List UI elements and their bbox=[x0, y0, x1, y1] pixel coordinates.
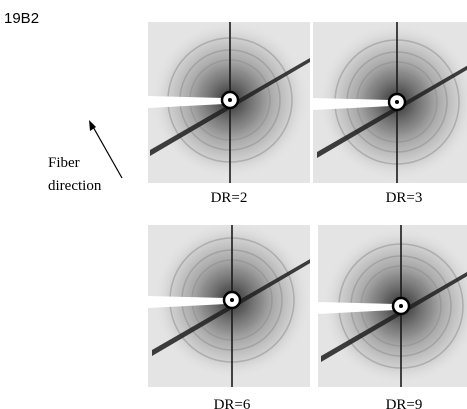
panel-caption: DR=9 bbox=[386, 397, 423, 409]
center-dot bbox=[230, 298, 234, 302]
figure: 19B2 Fiber direction DR=2 DR=3 DR=6 DR=9 bbox=[0, 0, 467, 409]
pattern bbox=[313, 22, 467, 183]
pattern bbox=[318, 225, 467, 387]
annotation-line: direction bbox=[48, 178, 102, 194]
diffraction-panel: DR=9 bbox=[318, 225, 467, 409]
diffraction-panel: DR=2 bbox=[148, 20, 310, 206]
figure-label: 19B2 bbox=[4, 10, 39, 27]
center-dot bbox=[395, 100, 399, 104]
center-dot bbox=[228, 98, 232, 102]
panel-caption: DR=2 bbox=[211, 190, 248, 206]
panel-caption: DR=3 bbox=[386, 190, 423, 206]
diffraction-panel: DR=6 bbox=[148, 220, 312, 409]
diffraction-panel: DR=3 bbox=[313, 22, 467, 206]
arrow-shaft bbox=[92, 125, 122, 178]
annotation-line: Fiber bbox=[48, 155, 80, 171]
pattern bbox=[148, 220, 312, 387]
pattern bbox=[148, 20, 310, 183]
center-dot bbox=[399, 304, 403, 308]
panel-caption: DR=6 bbox=[214, 397, 251, 409]
panels: DR=2 DR=3 DR=6 DR=9 bbox=[148, 20, 467, 409]
